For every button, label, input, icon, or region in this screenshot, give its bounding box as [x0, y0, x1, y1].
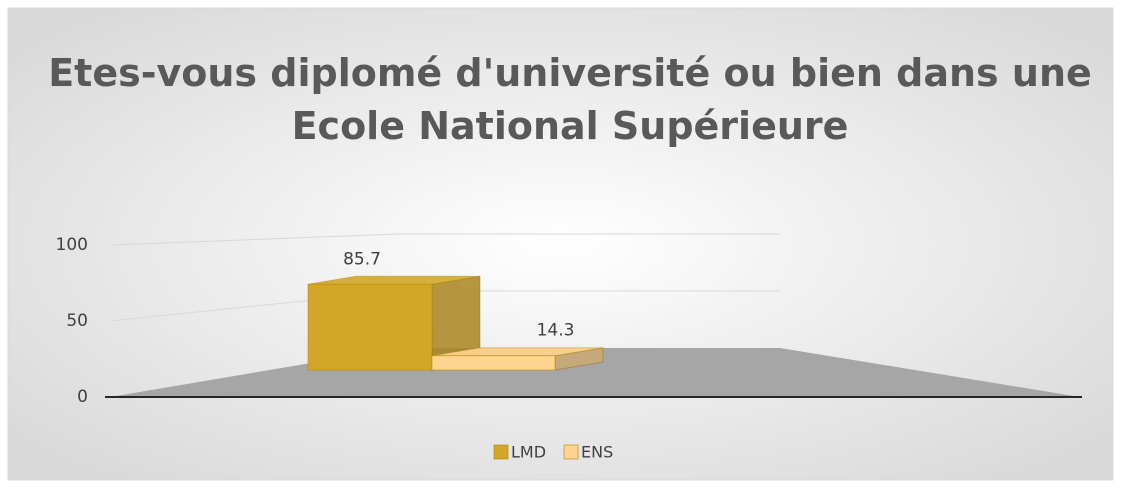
legend-swatch	[493, 444, 509, 460]
title-line: Ecole National Supérieure	[292, 104, 849, 148]
bar	[431, 355, 556, 371]
data-label: 85.7	[343, 249, 381, 269]
chart-area	[7, 7, 1114, 481]
title-line: Etes-vous diplomé d'université ou bien d…	[48, 51, 1092, 95]
y-tick-label: 0	[77, 387, 88, 407]
legend-swatch	[563, 444, 579, 460]
data-label: 14.3	[537, 321, 575, 341]
y-tick-label: 50	[66, 311, 88, 331]
grid-line	[109, 233, 780, 246]
y-tick-label: 100	[56, 235, 88, 255]
legend-label: LMD	[511, 443, 546, 462]
legend-label: ENS	[581, 443, 613, 462]
bar	[307, 283, 433, 371]
chart-title: Etes-vous diplomé d'université ou bien d…	[48, 51, 1092, 148]
